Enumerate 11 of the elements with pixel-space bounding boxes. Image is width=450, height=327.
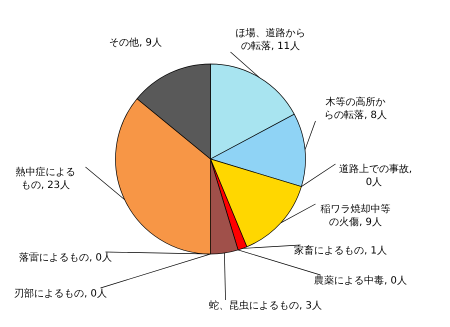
slice-label: 稲ワラ焼却中等の火傷, 9人: [320, 202, 390, 228]
slice-label: 蛇、昆虫によるもの, 3人: [209, 300, 322, 312]
slice-label: ほ場、道路からの転落, 11人: [236, 26, 306, 52]
slice-label: 熱中症によるもの, 23人: [16, 166, 76, 192]
slice-label: その他, 9人: [109, 36, 162, 48]
slice-label: 木等の高所からの転落, 8人: [324, 96, 387, 122]
category-label: 落雷によるもの, 0人: [19, 252, 112, 264]
category-label: 農薬による中毒, 0人: [314, 276, 407, 286]
legend-label: 道路上での事故, 0人: [338, 162, 412, 188]
category-label: 刃部によるもの, 0人: [14, 288, 107, 300]
slice-label: 家畜によるもの, 1人: [294, 244, 387, 256]
